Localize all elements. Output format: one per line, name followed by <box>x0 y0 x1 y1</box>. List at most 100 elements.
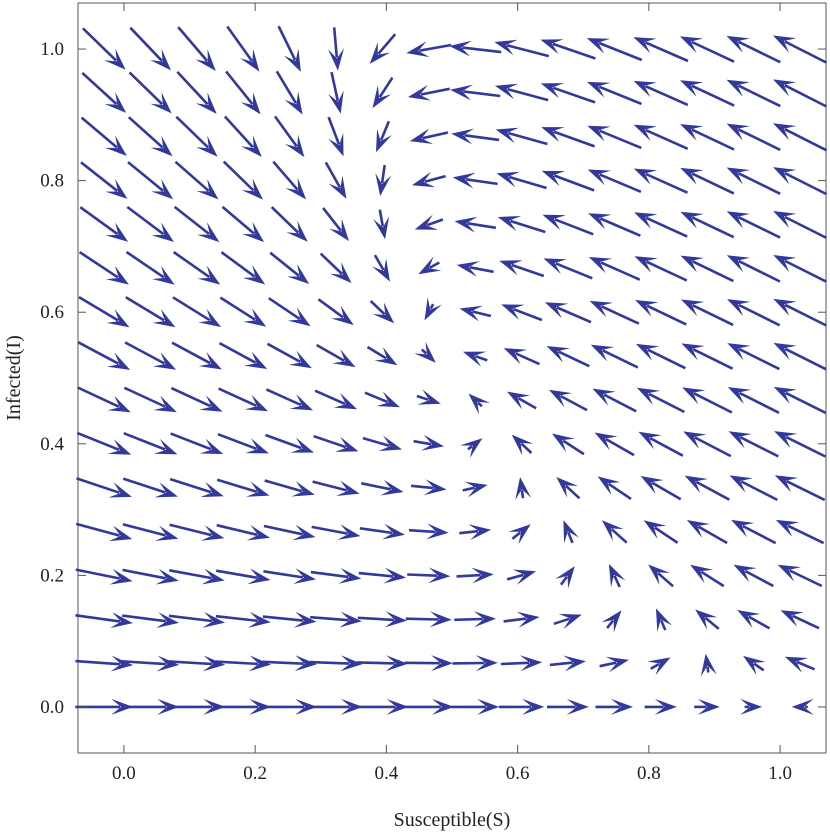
arrow-shaft <box>420 348 428 355</box>
arrow-head <box>155 568 179 585</box>
arrow-head <box>295 698 318 715</box>
arrow-shaft <box>356 661 395 665</box>
arrow-head <box>423 479 447 496</box>
arrow-head <box>284 48 301 72</box>
arrow-shaft <box>377 33 397 55</box>
arrow-head <box>110 612 133 629</box>
arrow-shaft <box>692 348 734 370</box>
arrow-shaft <box>270 206 300 234</box>
arrow-shaft <box>644 41 689 63</box>
arrow-head <box>104 48 126 70</box>
arrow-shaft <box>422 131 449 140</box>
arrow-head <box>729 475 753 493</box>
arrow-head <box>242 221 265 243</box>
arrow-head <box>566 698 589 715</box>
arrow-head <box>386 698 409 715</box>
arrow-shaft <box>275 70 298 104</box>
arrow-head <box>460 438 483 458</box>
arrow-head <box>203 698 226 715</box>
arrow-shaft <box>170 432 212 451</box>
arrow-head <box>503 348 528 365</box>
arrow-head <box>152 309 176 328</box>
arrow-shaft <box>645 172 689 194</box>
arrow-head <box>726 123 750 141</box>
arrow-head <box>499 260 523 276</box>
arrow-head <box>592 388 616 406</box>
arrow-shaft <box>168 614 213 623</box>
arrow-shaft <box>510 219 546 234</box>
arrow-head <box>733 564 757 583</box>
arrow-head <box>248 611 271 628</box>
arrow-shaft <box>552 86 596 104</box>
arrow-shaft <box>358 571 394 578</box>
arrow-shaft <box>691 260 734 283</box>
arrow-head <box>726 167 750 185</box>
arrow-shaft <box>169 523 212 537</box>
arrow-shaft <box>520 442 533 454</box>
arrow-head <box>680 211 704 229</box>
arrow-head <box>454 216 478 233</box>
arrow-head <box>541 127 565 143</box>
arrow-shaft <box>77 386 120 408</box>
arrow-head <box>429 611 452 628</box>
arrow-head <box>495 127 519 144</box>
arrow-head <box>563 655 586 672</box>
arrow-head <box>684 475 708 494</box>
arrow-shaft <box>380 164 386 184</box>
arrow-head <box>700 653 717 677</box>
arrow-shaft <box>373 254 385 271</box>
arrow-head <box>497 216 522 232</box>
arrow-head <box>335 436 359 452</box>
arrow-head <box>244 394 269 412</box>
arrow-shaft <box>605 437 635 457</box>
x-tick-label: 0.8 <box>637 763 661 784</box>
arrow-shaft <box>263 570 304 579</box>
arrow-head <box>153 395 177 413</box>
arrow-head <box>369 42 391 64</box>
arrow-head <box>380 479 404 496</box>
arrow-shaft <box>77 341 120 365</box>
arrow-shaft <box>222 160 255 192</box>
arrow-shaft <box>517 397 537 410</box>
arrow-head <box>588 257 613 274</box>
arrow-shaft <box>475 354 488 362</box>
arrow-head <box>243 308 267 327</box>
arrow-shaft <box>81 27 118 62</box>
arrow-head <box>152 265 175 285</box>
arrow-head <box>475 655 498 672</box>
arrow-head <box>197 222 220 243</box>
arrow-shaft <box>553 130 596 148</box>
arrow-head <box>464 481 488 498</box>
arrow-head <box>374 346 398 366</box>
arrow-shaft <box>600 261 641 281</box>
arrow-head <box>773 79 797 97</box>
arrow-head <box>463 351 487 367</box>
arrow-head <box>773 123 797 141</box>
arrow-shaft <box>607 482 632 500</box>
arrow-shaft <box>739 436 779 458</box>
arrow-shaft <box>511 263 545 278</box>
arrow-head <box>726 255 751 273</box>
arrow-shaft <box>784 128 828 152</box>
arrow-head <box>340 698 363 715</box>
arrow-shaft <box>467 445 473 451</box>
plot-frame <box>77 2 827 754</box>
arrow-head <box>452 172 476 189</box>
arrow-head <box>432 698 454 715</box>
arrow-shaft <box>508 175 547 190</box>
arrow-head <box>608 563 626 588</box>
arrow-head <box>293 568 316 584</box>
arrow-head <box>587 169 611 186</box>
arrow-shaft <box>508 131 548 146</box>
arrow-head <box>451 128 475 145</box>
arrow-shaft <box>557 350 590 368</box>
arrow-head <box>417 389 441 405</box>
arrow-head <box>201 568 225 585</box>
arrow-shaft <box>220 251 256 278</box>
arrow-head <box>638 431 662 450</box>
arrow-head <box>791 698 814 715</box>
arrow-head <box>590 344 615 362</box>
arrow-shaft <box>796 660 816 671</box>
arrow-shaft <box>706 666 710 673</box>
